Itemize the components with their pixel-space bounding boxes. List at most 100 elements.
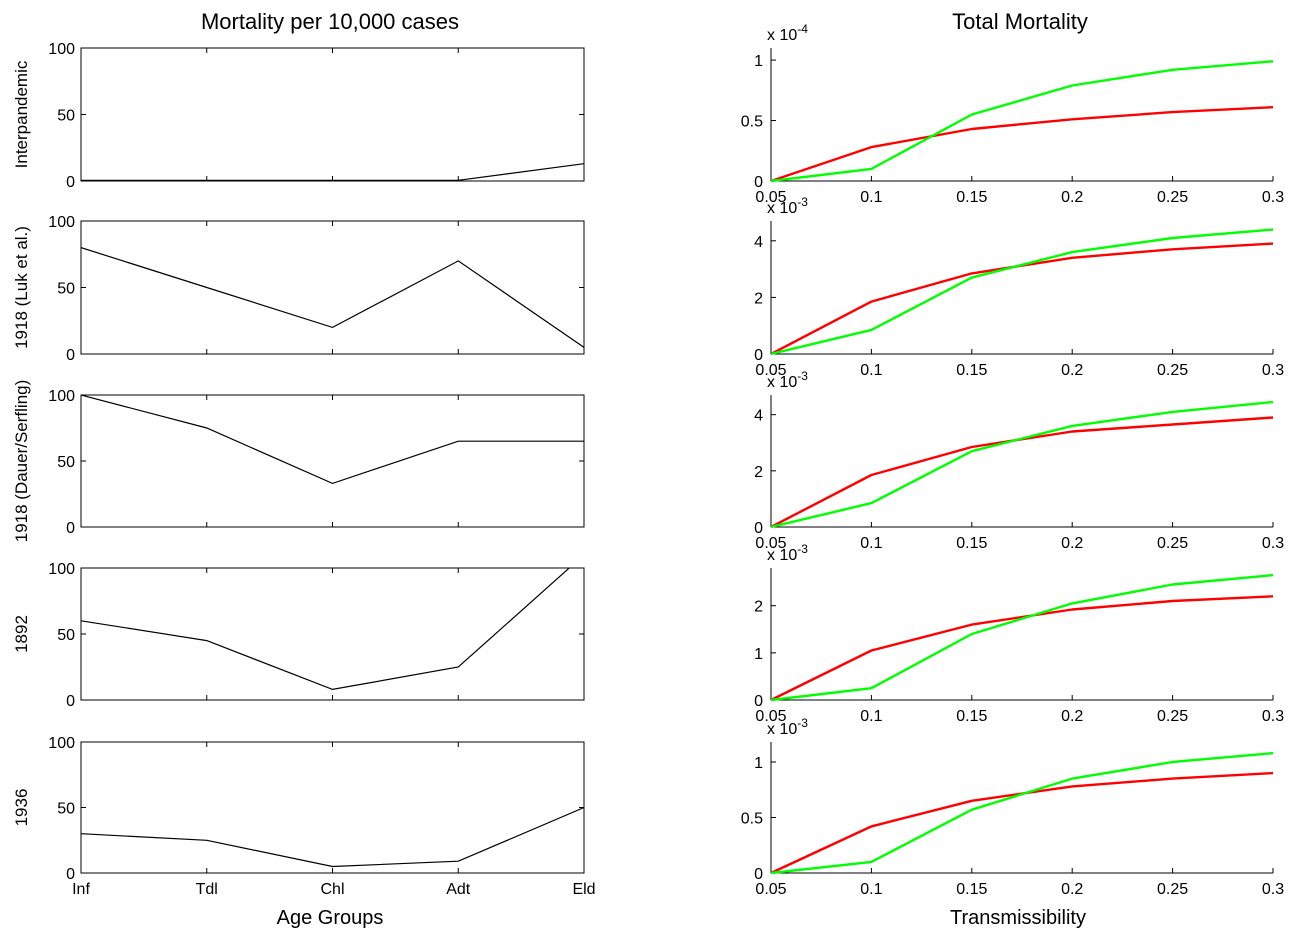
y-tick-label: 4 — [754, 408, 763, 425]
x-tick-label: 0.3 — [1262, 189, 1284, 206]
y-axis-label: 1936 — [12, 789, 31, 827]
x-tick-label: 0.05 — [755, 708, 786, 725]
x-tick-label: 0.2 — [1061, 881, 1083, 898]
left-panel-frame — [80, 741, 585, 874]
x-tick-label: 0.15 — [956, 362, 987, 379]
x-tick-label: 0.25 — [1157, 189, 1188, 206]
left-panel-frame — [80, 47, 585, 182]
x-tick-label: 0.15 — [956, 535, 987, 552]
y-tick-label: 0 — [754, 693, 763, 710]
y-tick-label: 0 — [66, 347, 75, 364]
left-chart-title: Mortality per 10,000 cases — [201, 9, 459, 34]
y-tick-label: 2 — [754, 290, 763, 307]
series-line-red — [771, 416, 1274, 529]
x-tick-label: 0.1 — [860, 362, 882, 379]
right-chart-title: Total Mortality — [952, 9, 1088, 34]
left-panel: 0 50 100 1918 (Dauer/Serfling) — [12, 380, 585, 543]
left-panels: 0 50 100 Interpandemic 0 50 100 1918 (Luk et al… — [12, 41, 596, 898]
y-tick-label: 100 — [48, 388, 75, 405]
x-tick-label: Eld — [572, 881, 595, 898]
x-tick-label: 0.05 — [755, 535, 786, 552]
x-tick-label: 0.1 — [860, 881, 882, 898]
x-tick-label: Tdl — [196, 881, 218, 898]
y-tick-label: 4 — [754, 234, 763, 251]
y-tick-label: 100 — [48, 735, 75, 752]
y-tick-label: 0.5 — [741, 114, 763, 131]
series-line-green — [771, 228, 1274, 356]
x-tick-label: Chl — [320, 881, 344, 898]
y-axis-label: 1918 (Dauer/Serfling) — [12, 380, 31, 543]
x-tick-label: 0.25 — [1157, 535, 1188, 552]
y-axis-label: 1918 (Luk et al.) — [12, 226, 31, 349]
axis-exponent-power: -3 — [797, 369, 808, 383]
y-tick-label: 100 — [48, 214, 75, 231]
x-tick-label: 0.3 — [1262, 881, 1284, 898]
data-line — [81, 247, 584, 348]
y-tick-label: 1 — [754, 646, 763, 663]
y-axis-label: Interpandemic — [12, 60, 31, 168]
x-tick-label: 0.2 — [1061, 362, 1083, 379]
y-tick-label: 50 — [57, 627, 75, 644]
series-line-red — [771, 771, 1274, 875]
x-tick-label: 0.15 — [956, 189, 987, 206]
y-axis-label: 1892 — [12, 615, 31, 653]
y-tick-label: 0.5 — [741, 810, 763, 827]
series-line-red — [771, 106, 1274, 183]
x-tick-label: 0.2 — [1061, 189, 1083, 206]
x-tick-label: 0.05 — [755, 881, 786, 898]
x-tick-label: 0.05 — [755, 189, 786, 206]
data-line — [81, 395, 584, 485]
y-tick-label: 50 — [57, 454, 75, 471]
right-x-axis-label: Transmissibility — [950, 907, 1086, 929]
x-tick-label: 0.3 — [1262, 535, 1284, 552]
y-tick-label: 50 — [57, 281, 75, 298]
x-tick-label: 0.3 — [1262, 362, 1284, 379]
y-tick-label: 0 — [66, 520, 75, 537]
series-line-green — [771, 751, 1274, 875]
left-panel: 0 50 100 Interpandemic — [12, 41, 585, 191]
left-panel: 0 50 100 Inf Tdl Chl Adt Eld 1936 — [12, 735, 596, 898]
x-tick-label: 0.1 — [860, 535, 882, 552]
y-tick-label: 0 — [754, 866, 763, 883]
right-panel: 00.510.05 0.1 0.15 0.2 0.25 0.3x 10-3 — [741, 716, 1284, 898]
series-line-green — [771, 573, 1274, 702]
y-tick-label: 2 — [754, 464, 763, 481]
left-panel: 0 50 100 1918 (Luk et al.) — [12, 214, 585, 364]
series-line-red — [771, 242, 1274, 356]
x-tick-label: Adt — [446, 881, 471, 898]
y-tick-label: 100 — [48, 41, 75, 58]
axis-exponent-power: -3 — [797, 716, 808, 730]
x-tick-label: 0.05 — [755, 362, 786, 379]
y-tick-label: 0 — [66, 693, 75, 710]
x-tick-label: 0.3 — [1262, 708, 1284, 725]
y-tick-label: 50 — [57, 801, 75, 818]
axis-exponent-power: -3 — [797, 195, 808, 209]
axis-exponent-label: x 10-4 — [767, 22, 808, 44]
x-tick-label: 0.2 — [1061, 708, 1083, 725]
y-tick-label: 2 — [754, 599, 763, 616]
data-line — [81, 163, 584, 181]
data-line — [81, 806, 584, 868]
left-panel-frame — [80, 567, 585, 701]
x-tick-label: 0.25 — [1157, 708, 1188, 725]
left-panel-frame — [80, 220, 585, 355]
y-tick-label: 1 — [754, 755, 763, 772]
x-tick-label: 0.25 — [1157, 881, 1188, 898]
y-tick-label: 100 — [48, 561, 75, 578]
left-x-axis-label: Age Groups — [277, 907, 384, 929]
x-tick-label: 0.2 — [1061, 535, 1083, 552]
x-tick-label: 0.15 — [956, 881, 987, 898]
series-line-red — [771, 595, 1274, 702]
y-tick-label: 0 — [66, 866, 75, 883]
y-tick-label: 0 — [66, 174, 75, 191]
y-tick-label: 50 — [57, 108, 75, 125]
axis-exponent-power: -4 — [797, 22, 808, 36]
series-line-green — [771, 60, 1274, 183]
x-tick-label: 0.15 — [956, 708, 987, 725]
y-tick-label: 0 — [754, 347, 763, 364]
x-tick-label: 0.1 — [860, 708, 882, 725]
